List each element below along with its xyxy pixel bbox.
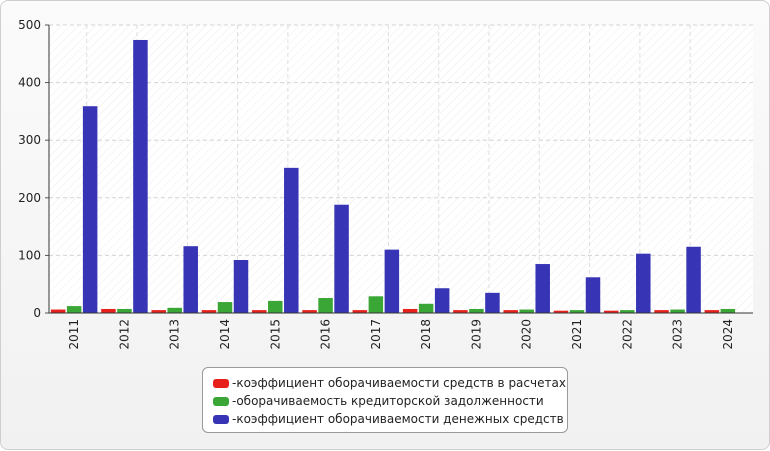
bar-2017-series-3 <box>384 249 400 313</box>
bar-2024-series-1 <box>704 310 720 313</box>
x-tick-label: 2014 <box>218 319 232 350</box>
bar-2017-series-2 <box>368 296 384 313</box>
bar-2023-series-2 <box>670 309 685 313</box>
x-tick-label: 2019 <box>469 319 483 350</box>
x-tick-label: 2016 <box>319 319 333 350</box>
x-tick-label: 2022 <box>620 319 634 350</box>
y-tick-label: 200 <box>18 191 41 205</box>
bar-2014-series-3 <box>233 260 249 313</box>
x-tick-label: 2024 <box>721 319 735 350</box>
bar-2011-series-1 <box>50 309 66 313</box>
bar-2016-series-1 <box>302 310 317 313</box>
bar-2017-series-1 <box>352 310 368 313</box>
bar-2011-series-2 <box>66 306 82 313</box>
bar-2022-series-2 <box>620 310 635 313</box>
y-tick-label: 400 <box>18 76 41 90</box>
y-tick-label: 300 <box>18 133 41 147</box>
bar-2022-series-3 <box>636 253 651 313</box>
legend-item: - коэффициент оборачиваемости средств в … <box>213 374 567 392</box>
bar-2012-series-1 <box>101 308 116 313</box>
bar-2018-series-3 <box>434 288 450 313</box>
bar-2022-series-1 <box>604 310 619 313</box>
bar-2020-series-2 <box>519 309 534 313</box>
y-tick-label: 0 <box>33 306 41 320</box>
legend-item: - оборачиваемость кредиторской задолженн… <box>213 392 567 410</box>
bar-2012-series-2 <box>117 308 132 313</box>
y-tick-label: 500 <box>18 18 41 32</box>
legend-swatch-red <box>213 378 229 388</box>
legend-prefix: - <box>232 376 237 390</box>
bar-2015-series-2 <box>268 300 283 313</box>
bar-2013-series-2 <box>167 307 182 313</box>
x-tick-label: 2017 <box>369 319 383 350</box>
bar-2011-series-3 <box>82 106 98 313</box>
bars <box>50 39 736 313</box>
legend-label: оборачиваемость кредиторской задолженнос… <box>236 394 544 408</box>
bar-2013-series-1 <box>151 310 166 313</box>
x-axis: 2011 2012 2013 2014 2015 2016 2017 2018 2019 2020… <box>49 312 753 350</box>
x-tick-label: 2015 <box>268 319 282 350</box>
legend-label: коэффициент оборачиваемости средств в ра… <box>236 376 566 390</box>
legend-item: - коэффициент оборачиваемости денежных с… <box>213 410 567 428</box>
bar-2019-series-1 <box>453 310 468 313</box>
bar-2015-series-3 <box>284 167 299 313</box>
legend-prefix: - <box>232 394 237 408</box>
bar-2021-series-2 <box>569 310 585 313</box>
legend: - коэффициент оборачиваемости средств в … <box>202 367 568 433</box>
bar-2020-series-1 <box>503 310 518 313</box>
x-tick-label: 2011 <box>67 319 81 350</box>
legend-swatch-blue <box>213 414 229 424</box>
legend-prefix: - <box>232 412 237 426</box>
x-tick-label: 2012 <box>117 319 131 350</box>
bar-2012-series-3 <box>133 39 148 313</box>
legend-swatch-green <box>213 396 229 406</box>
bar-2013-series-3 <box>183 246 198 313</box>
bar-2015-series-1 <box>252 310 267 313</box>
x-tick-label: 2013 <box>168 319 182 350</box>
y-tick-label: 100 <box>18 248 41 262</box>
bar-2023-series-1 <box>654 310 669 313</box>
bar-2014-series-1 <box>201 310 217 313</box>
bar-2021-series-1 <box>553 310 569 313</box>
plot-area <box>49 25 753 313</box>
bar-2014-series-2 <box>217 302 233 313</box>
y-axis: 0 100 200 300 400 500 <box>18 18 50 320</box>
legend-label: коэффициент оборачиваемости денежных сре… <box>236 412 564 426</box>
bar-2018-series-2 <box>418 303 434 313</box>
bar-2020-series-3 <box>535 264 550 313</box>
bar-2019-series-2 <box>469 308 484 313</box>
bar-2024-series-2 <box>720 308 736 313</box>
bar-2018-series-1 <box>402 308 418 313</box>
x-tick-label: 2018 <box>419 319 433 350</box>
bar-2016-series-2 <box>318 298 333 313</box>
x-tick-label: 2020 <box>520 319 534 350</box>
bar-2021-series-3 <box>585 277 601 313</box>
x-tick-label: 2021 <box>570 319 584 350</box>
bar-2016-series-3 <box>334 204 349 313</box>
bar-2019-series-3 <box>485 292 500 313</box>
bar-2023-series-3 <box>686 246 701 313</box>
x-tick-label: 2023 <box>671 319 685 350</box>
